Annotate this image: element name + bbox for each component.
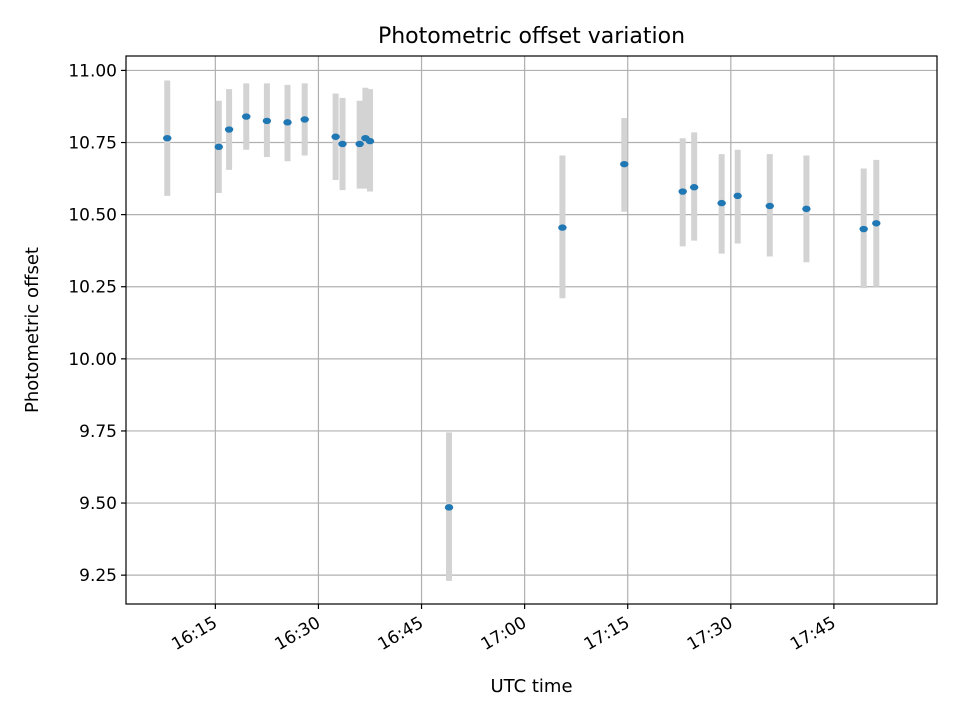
chart-title: Photometric offset variation [378, 24, 685, 49]
data-point [678, 188, 687, 195]
data-point [765, 202, 774, 210]
y-tick-label: 10.50 [68, 206, 117, 226]
y-axis-label: Photometric offset [22, 247, 43, 413]
y-tick-label: 11.00 [68, 61, 117, 81]
y-tick-label: 9.75 [79, 422, 117, 442]
grid [126, 56, 937, 604]
data-point [802, 205, 811, 213]
data-point [355, 140, 364, 148]
y-tick-label: 10.25 [68, 278, 117, 298]
data-point [558, 224, 567, 231]
plot-frame [125, 55, 938, 605]
data-point [872, 220, 881, 227]
y-tick-label: 9.50 [79, 494, 117, 514]
data-point [262, 117, 272, 125]
data-point [859, 225, 868, 233]
y-tick-label: 9.25 [79, 566, 117, 586]
data-point [242, 113, 251, 120]
data-point [283, 119, 292, 126]
x-axis-label: UTC time [490, 676, 572, 697]
data-point [338, 140, 347, 148]
data-point [444, 504, 454, 511]
data-point [620, 160, 629, 168]
data-point [163, 135, 172, 142]
data-point [689, 184, 699, 191]
data-point [365, 137, 375, 145]
data-point [331, 133, 340, 140]
data-point [733, 192, 742, 200]
data-point [214, 143, 223, 151]
y-tick-label: 10.75 [68, 134, 117, 154]
y-tick-label: 10.00 [68, 350, 117, 370]
data-points [163, 113, 881, 511]
data-point [717, 199, 726, 207]
data-point [224, 126, 234, 133]
data-point [300, 116, 309, 123]
